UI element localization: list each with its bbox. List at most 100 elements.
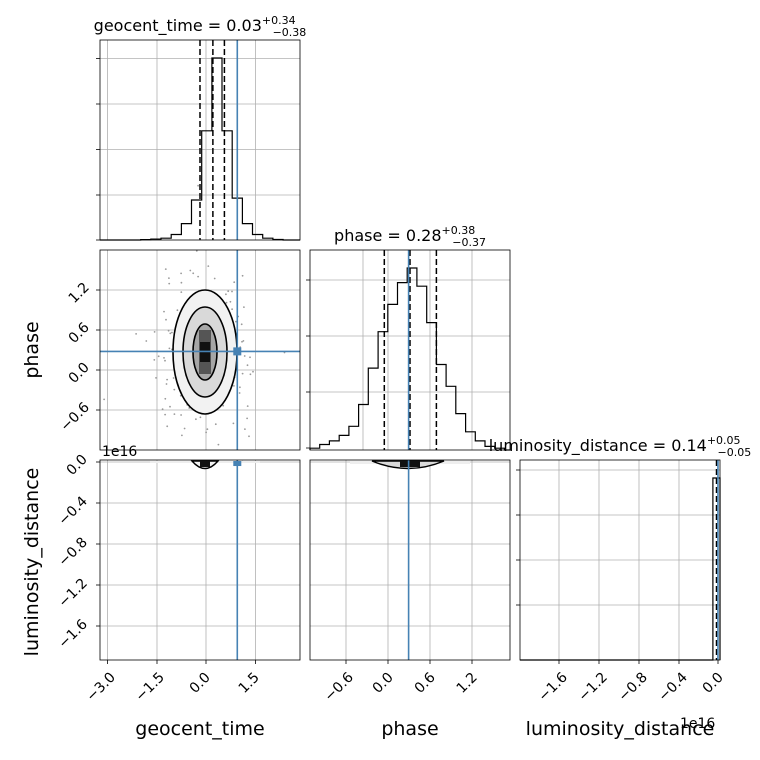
- truth-point-phase-geocent: [233, 347, 242, 356]
- sample-point: [161, 408, 164, 411]
- sample-point: [242, 340, 245, 342]
- sample-point: [249, 356, 251, 359]
- sample-point: [252, 370, 254, 373]
- sample-point: [233, 281, 236, 284]
- yticks-ld: 0.0 −0.4 −0.8 −1.2 −1.6: [55, 452, 100, 652]
- xtick-phase-1: −0.6: [321, 669, 356, 704]
- sample-point: [217, 443, 220, 446]
- sample-point: [180, 414, 183, 416]
- sample-point: [157, 355, 160, 358]
- histogram-phase: [309, 267, 510, 451]
- sample-point: [240, 323, 243, 326]
- sample-point: [155, 377, 157, 379]
- sample-point: [229, 300, 232, 303]
- sample-point: [169, 405, 171, 408]
- grid-ld-hist: [520, 460, 720, 660]
- xtick-geocent-1: −3.0: [83, 669, 118, 704]
- ylabel-phase: phase: [21, 321, 43, 378]
- yticks-phase-hist: [306, 279, 310, 449]
- sample-point: [246, 364, 249, 367]
- density-peak-ld-phase: [400, 461, 420, 467]
- sample-point: [172, 377, 175, 379]
- sample-point: [241, 340, 243, 343]
- panel-ld-vs-phase: −0.6 0.0 0.6 1.2 phase: [309, 459, 511, 740]
- sample-point: [181, 434, 183, 437]
- yticks-phase: 1.2 0.6 0.0 −0.6: [57, 280, 100, 435]
- title-luminosity-distance: luminosity_distance = 0.14+0.05 −0.05: [489, 434, 752, 459]
- yoffset-ld: 1e16: [102, 444, 137, 460]
- sample-point: [244, 428, 246, 430]
- ytick-ld-4: −1.2: [55, 575, 90, 610]
- histogram-luminosity-distance: [520, 477, 721, 661]
- sample-point: [103, 398, 105, 401]
- sample-point: [171, 331, 173, 334]
- sample-point: [222, 404, 225, 407]
- sample-point: [166, 425, 169, 428]
- sample-point: [197, 184, 200, 187]
- sample-point: [153, 331, 156, 333]
- sample-point: [199, 416, 202, 419]
- sample-point: [168, 277, 170, 279]
- xtick-ld-3: −0.8: [615, 669, 650, 704]
- xlabel-phase: phase: [381, 718, 438, 740]
- sample-point: [164, 359, 166, 362]
- density-peak-ld-geocent: [200, 461, 210, 467]
- ytick-phase-2: 0.6: [66, 320, 93, 347]
- ytick-ld-5: −1.6: [55, 616, 90, 651]
- sample-point: [231, 290, 233, 293]
- sample-point: [165, 383, 168, 385]
- sample-point: [249, 373, 252, 376]
- sample-point: [197, 275, 200, 278]
- sample-point: [165, 318, 167, 321]
- sample-point: [145, 340, 148, 342]
- ytick-ld-1: 0.0: [64, 452, 91, 479]
- sample-point: [241, 372, 244, 375]
- xtick-ld-2: −1.2: [575, 669, 610, 704]
- ytick-ld-2: −0.4: [55, 493, 90, 528]
- sample-point: [163, 310, 165, 313]
- sample-point: [243, 355, 246, 357]
- yticks-ld-hist: [516, 469, 520, 606]
- xtick-phase-4: 1.2: [454, 670, 481, 697]
- xticks-ld: −1.6 −1.2 −0.8 −0.4 0.0: [535, 660, 727, 705]
- frame-ld-geocent: [99, 459, 301, 661]
- sample-point: [195, 418, 197, 421]
- sample-point: [195, 250, 198, 252]
- sample-point: [163, 357, 165, 359]
- ytick-ld-3: −0.8: [55, 534, 90, 569]
- sample-point: [167, 329, 170, 332]
- sample-point: [246, 405, 249, 407]
- sample-point: [180, 281, 183, 284]
- density-ld-geocent: [150, 460, 260, 470]
- quantiles-phase: [383, 250, 438, 450]
- xtick-geocent-2: −1.5: [132, 669, 167, 704]
- sample-point: [164, 413, 167, 416]
- density-ld-phase: [350, 460, 470, 470]
- ylabel-luminosity-distance: luminosity_distance: [21, 468, 43, 657]
- sample-point: [183, 427, 186, 430]
- frame-phase-hist: [309, 249, 511, 451]
- sample-point: [135, 333, 138, 335]
- sample-point: [231, 308, 234, 311]
- panel-phase-hist: phase = 0.28+0.38 −0.37: [306, 224, 511, 451]
- sample-point: [248, 435, 250, 438]
- frame-ld-phase: [309, 459, 511, 661]
- sample-point: [233, 385, 235, 387]
- xtick-ld-1: −1.6: [535, 669, 570, 704]
- xtick-geocent-3: 0.0: [187, 670, 214, 697]
- sample-point: [180, 291, 183, 293]
- panel-ld-hist: −1.6 −1.2 −0.8 −0.4 0.0 1e16 luminosity_…: [489, 434, 752, 740]
- ytick-phase-4: −0.6: [57, 399, 92, 434]
- sample-point: [213, 277, 216, 280]
- sample-point: [227, 290, 230, 293]
- xoffset-ld: 1e16: [680, 716, 715, 732]
- panel-geocent-time-hist: geocent_time = 0.03+0.34 −0.38: [94, 14, 306, 241]
- sample-point: [214, 423, 217, 426]
- sample-point: [243, 306, 245, 308]
- xtick-phase-2: 0.0: [370, 670, 397, 697]
- sample-point: [189, 269, 192, 272]
- sample-point: [180, 272, 183, 275]
- frame-phase-geocent: [99, 249, 301, 451]
- sample-point: [239, 386, 241, 389]
- panel-phase-vs-geocent: 1.2 0.6 0.0 −0.6 phase: [21, 184, 301, 463]
